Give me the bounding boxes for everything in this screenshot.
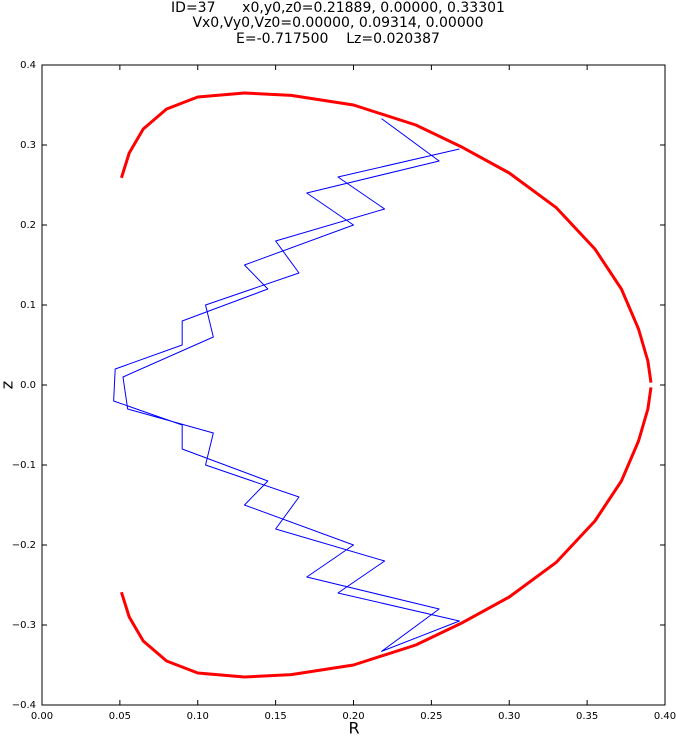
y-tick-label: −0.1 (12, 460, 36, 471)
x-tick-label: 0.25 (420, 711, 442, 722)
orbit-line (119, 91, 653, 679)
x-tick-label: 0.40 (654, 711, 676, 722)
title-line: ID=37 x0,y0,z0=0.21889, 0.00000, 0.33301 (171, 0, 505, 16)
y-axis-label: z (0, 381, 17, 389)
x-tick-label: 0.30 (498, 711, 520, 722)
y-tick-label: 0.4 (20, 60, 36, 71)
x-tick-label: 0.10 (187, 711, 209, 722)
x-tick-label: 0.35 (576, 711, 598, 722)
title-line: E=-0.717500 Lz=0.020387 (236, 31, 440, 47)
y-tick-label: 0.3 (20, 140, 36, 151)
x-tick-label: 0.00 (31, 711, 53, 722)
x-axis-label: R (348, 719, 359, 737)
y-tick-label: 0.2 (20, 220, 36, 231)
x-tick-label: 0.15 (264, 711, 286, 722)
x-tick-label: 0.05 (109, 711, 131, 722)
y-tick-label: 0.0 (20, 380, 36, 391)
y-tick-label: −0.4 (12, 700, 36, 711)
x-tick-label: 0.20 (342, 711, 364, 722)
y-tick-label: −0.3 (12, 620, 36, 631)
title-line: Vx0,Vy0,Vz0=0.00000, 0.09314, 0.00000 (192, 15, 483, 31)
y-tick-label: −0.2 (12, 540, 36, 551)
y-tick-label: 0.1 (20, 300, 36, 311)
orbit-line (113, 118, 460, 652)
